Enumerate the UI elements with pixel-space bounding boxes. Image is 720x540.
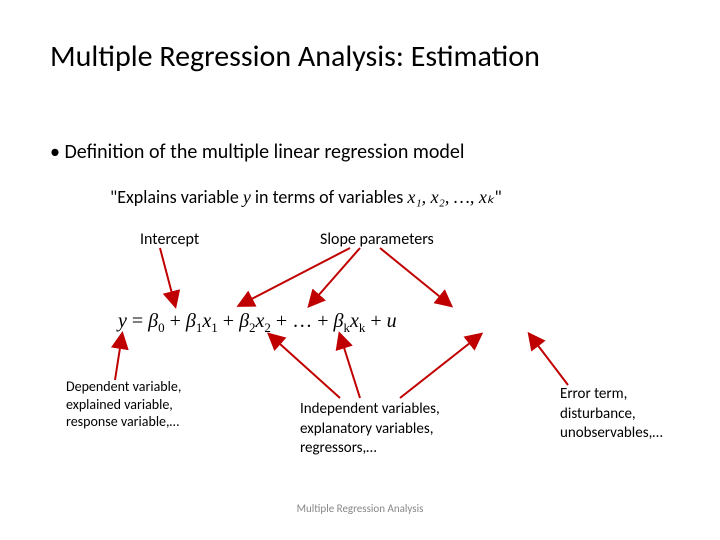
eq-p4: + bbox=[370, 310, 386, 332]
explains-mid: in terms of variables bbox=[251, 186, 408, 208]
explains-sentence: "Explains variable y in terms of variabl… bbox=[110, 186, 502, 208]
eq-b1x1: β1x1 bbox=[186, 310, 218, 332]
explains-vars: x₁, x₂, …, xₖ bbox=[407, 187, 494, 207]
slope-label: Slope parameters bbox=[320, 230, 434, 249]
intercept-label: Intercept bbox=[140, 230, 199, 249]
eq-b2x2: β2x2 bbox=[239, 310, 271, 332]
bullet-definition: • Definition of the multiple linear regr… bbox=[50, 140, 464, 164]
annotation-arrows bbox=[0, 0, 720, 540]
eq-p2: + bbox=[223, 310, 239, 332]
regression-equation: y = β0 + β1x1 + β2x2 + … + βkxk + u bbox=[118, 310, 397, 336]
eq-eq: = bbox=[132, 310, 148, 332]
explains-y: y bbox=[243, 187, 251, 207]
eq-u: u bbox=[387, 310, 397, 332]
eq-b0: β0 bbox=[148, 310, 164, 332]
eq-bkxk: βkxk bbox=[333, 310, 365, 332]
eq-p3: + … + bbox=[276, 310, 334, 332]
dependent-label: Dependent variable,explained variable,re… bbox=[66, 378, 181, 431]
eq-y: y bbox=[118, 310, 127, 332]
explains-prefix: "Explains variable bbox=[110, 186, 243, 208]
slide-title: Multiple Regression Analysis: Estimation bbox=[50, 38, 540, 75]
independent-label: Independent variables,explanatory variab… bbox=[300, 400, 440, 459]
error-label: Error term,disturbance,unobservables,… bbox=[560, 385, 663, 444]
eq-p1: + bbox=[170, 310, 186, 332]
explains-suffix: " bbox=[495, 186, 502, 208]
slide-footer: Multiple Regression Analysis bbox=[0, 502, 720, 515]
